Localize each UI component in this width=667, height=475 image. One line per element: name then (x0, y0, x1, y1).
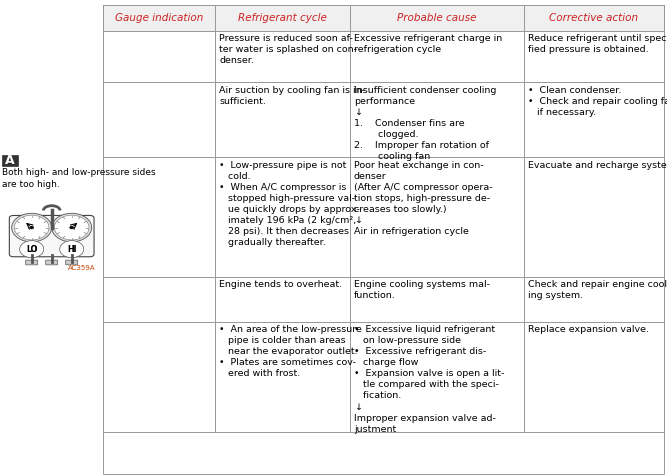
Bar (215, 277, 350, 322)
Text: Engine tends to overheat.: Engine tends to overheat. (219, 280, 343, 289)
Bar (215, 30, 350, 82)
Bar (350, 5, 524, 30)
Bar (524, 82, 664, 157)
Bar (103, 30, 215, 82)
Text: •  Excessive liquid refrigerant
   on low-pressure side
•  Excessive refrigerant: • Excessive liquid refrigerant on low-pr… (354, 325, 504, 434)
Text: Engine cooling systems mal-
function.: Engine cooling systems mal- function. (354, 280, 490, 300)
FancyBboxPatch shape (25, 260, 37, 265)
Text: A: A (5, 154, 15, 167)
FancyBboxPatch shape (9, 216, 94, 257)
Bar (103, 277, 215, 322)
Bar (524, 5, 664, 30)
Bar (215, 82, 350, 157)
Text: AC359A: AC359A (69, 266, 96, 271)
Bar (350, 82, 524, 157)
Bar (103, 322, 215, 432)
Circle shape (15, 215, 49, 240)
Text: Both high- and low-pressure sides
are too high.: Both high- and low-pressure sides are to… (2, 168, 155, 189)
Text: Gauge indication: Gauge indication (115, 13, 203, 23)
Text: Poor heat exchange in con-
denser
(After A/C compressor opera-
tion stops, high-: Poor heat exchange in con- denser (After… (354, 161, 492, 236)
Bar (103, 157, 215, 277)
Circle shape (55, 215, 89, 240)
Text: Pressure is reduced soon af-
ter water is splashed on con-
denser.: Pressure is reduced soon af- ter water i… (219, 34, 358, 65)
Bar (524, 277, 664, 322)
Bar (350, 322, 524, 432)
Text: LO: LO (26, 245, 37, 254)
Bar (103, 5, 664, 474)
Circle shape (52, 213, 92, 242)
Bar (524, 157, 664, 277)
FancyBboxPatch shape (45, 260, 58, 265)
Bar (350, 30, 524, 82)
Text: Air suction by cooling fan is in-
sufficient.: Air suction by cooling fan is in- suffic… (219, 86, 366, 105)
Bar (215, 157, 350, 277)
Text: HI: HI (67, 245, 77, 254)
Bar (350, 277, 524, 322)
Text: Replace expansion valve.: Replace expansion valve. (528, 325, 648, 334)
Bar (103, 82, 215, 157)
Circle shape (20, 241, 44, 258)
Bar (215, 5, 350, 30)
Text: Reduce refrigerant until speci-
fied pressure is obtained.: Reduce refrigerant until speci- fied pre… (528, 34, 667, 54)
Text: LO: LO (26, 245, 37, 254)
Text: Insufficient condenser cooling
performance
↓
1.    Condenser fins are
        cl: Insufficient condenser cooling performan… (354, 86, 496, 161)
Bar (103, 5, 215, 30)
FancyBboxPatch shape (65, 260, 77, 265)
Bar (2, 155, 18, 166)
Circle shape (29, 226, 33, 229)
Bar (215, 322, 350, 432)
Text: •  An area of the low-pressure
   pipe is colder than areas
   near the evaporat: • An area of the low-pressure pipe is co… (219, 325, 362, 378)
Circle shape (60, 241, 84, 258)
Text: Check and repair engine cool-
ing system.: Check and repair engine cool- ing system… (528, 280, 667, 300)
Text: Evacuate and recharge system.: Evacuate and recharge system. (528, 161, 667, 170)
Bar (524, 322, 664, 432)
Text: Excessive refrigerant charge in
refrigeration cycle: Excessive refrigerant charge in refriger… (354, 34, 502, 54)
Text: Refrigerant cycle: Refrigerant cycle (238, 13, 327, 23)
Text: Corrective action: Corrective action (549, 13, 638, 23)
Text: HI: HI (67, 245, 77, 254)
Bar (524, 30, 664, 82)
Circle shape (69, 226, 74, 229)
Text: •  Clean condenser.
•  Check and repair cooling fan
   if necessary.: • Clean condenser. • Check and repair co… (528, 86, 667, 117)
Text: Probable cause: Probable cause (397, 13, 476, 23)
Circle shape (12, 213, 51, 242)
Bar (350, 157, 524, 277)
Text: •  Low-pressure pipe is not
   cold.
•  When A/C compressor is
   stopped high-p: • Low-pressure pipe is not cold. • When … (219, 161, 360, 247)
